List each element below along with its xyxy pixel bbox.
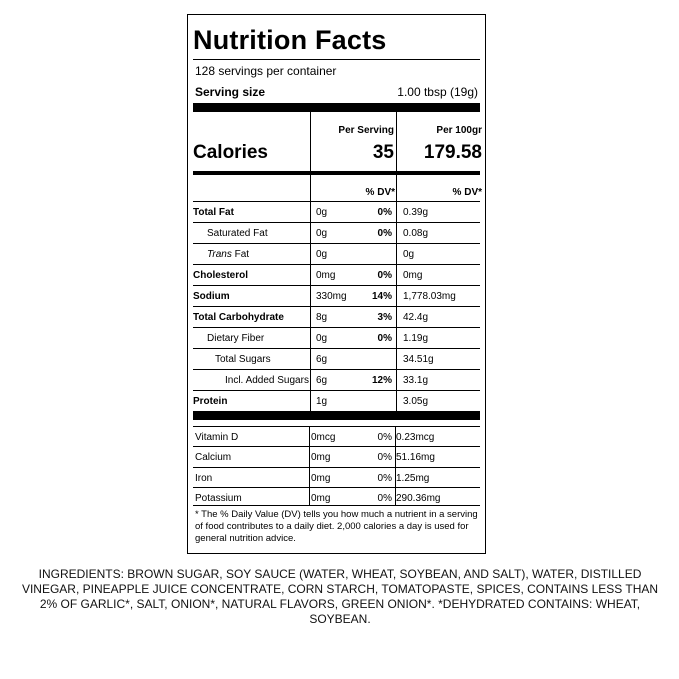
calories-per-serving: 35	[372, 142, 394, 163]
nutrient-per-100g: 42.4g	[403, 312, 429, 323]
nutrient-per-serving: 0g	[316, 249, 328, 260]
nutrient-per-serving: 8g	[316, 312, 328, 323]
nutrient-per-serving: 0g	[316, 228, 328, 239]
servings-per-container: 128 servings per container	[195, 64, 337, 78]
vitamin-row: Calcium 0mg 0% 51.16mg	[193, 446, 480, 466]
nutrient-dv: 3%	[377, 312, 392, 323]
divider	[193, 505, 480, 506]
serving-size-value: 1.00 tbsp (19g)	[397, 85, 478, 99]
nutrient-per-100g: 33.1g	[403, 375, 429, 386]
nutrient-name: Total Carbohydrate	[193, 312, 284, 323]
nutrient-per-100g: 0g	[403, 249, 415, 260]
thick-divider	[193, 103, 480, 112]
nutrient-name-italic: Trans	[207, 249, 232, 260]
nutrient-name: Saturated Fat	[207, 228, 268, 239]
vitamin-per-serving: 0mg	[311, 493, 331, 504]
ingredients-text: INGREDIENTS: BROWN SUGAR, SOY SAUCE (WAT…	[21, 567, 659, 626]
column-divider	[395, 426, 396, 506]
nutrient-row: Total Carbohydrate 8g 3% 42.4g	[193, 306, 480, 327]
vitamin-name: Potassium	[195, 493, 242, 504]
nutrient-name-suffix: Fat	[231, 249, 250, 260]
column-divider	[396, 112, 397, 412]
vitamin-dv: 0%	[377, 493, 392, 504]
nutrient-per-100g: 34.51g	[403, 354, 434, 365]
nutrient-name: Trans Fat	[207, 249, 249, 260]
nutrient-per-serving: 0mg	[316, 270, 336, 281]
nutrient-name: Incl. Added Sugars	[225, 375, 309, 386]
nutrient-per-100g: 1,778.03mg	[403, 291, 456, 302]
nutrient-row: Total Fat 0g 0% 0.39g	[193, 201, 480, 222]
nutrient-row: Total Sugars 6g 34.51g	[193, 348, 480, 369]
nutrient-per-serving: 0g	[316, 333, 328, 344]
serving-size-label: Serving size	[195, 85, 266, 99]
medium-divider	[193, 171, 480, 175]
nutrient-row: Sodium 330mg 14% 1,778.03mg	[193, 285, 480, 306]
nutrient-name: Total Sugars	[215, 354, 271, 365]
nutrient-dv: 0%	[377, 270, 392, 281]
nutrient-dv: 0%	[377, 333, 392, 344]
nutrient-name: Total Fat	[193, 207, 234, 218]
nutrient-dv: 0%	[377, 228, 392, 239]
nutrient-per-serving: 6g	[316, 375, 328, 386]
nutrient-dv: 12%	[371, 375, 392, 386]
nutrient-row: Cholesterol 0mg 0% 0mg	[193, 264, 480, 285]
nutrition-label: Nutrition Facts 128 servings per contain…	[187, 14, 486, 554]
label-title: Nutrition Facts	[193, 25, 387, 55]
vitamin-dv: 0%	[377, 452, 392, 463]
vitamin-row: Potassium 0mg 0% 290.36mg	[193, 487, 480, 507]
nutrient-per-serving: 1g	[316, 396, 328, 407]
nutrient-per-serving: 0g	[316, 207, 328, 218]
vitamin-name: Vitamin D	[195, 432, 239, 443]
vitamin-per-serving: 0mg	[311, 452, 331, 463]
vitamin-name: Calcium	[195, 452, 232, 463]
nutrient-row: Saturated Fat 0g 0% 0.08g	[193, 222, 480, 243]
calories-label: Calories	[193, 142, 268, 163]
nutrient-per-100g: 1.19g	[403, 333, 429, 344]
calories-per-100g: 179.58	[423, 142, 482, 163]
nutrient-per-100g: 0.08g	[403, 228, 429, 239]
nutrient-name: Protein	[193, 396, 228, 407]
vitamin-per-100g: 1.25mg	[396, 473, 430, 484]
vitamin-per-serving: 0mcg	[311, 432, 336, 443]
nutrient-dv: 0%	[377, 207, 392, 218]
nutrient-row: Incl. Added Sugars 6g 12% 33.1g	[193, 369, 480, 390]
per-serving-header: Per Serving	[338, 125, 394, 136]
nutrient-row: Trans Fat 0g 0g	[193, 243, 480, 264]
column-divider	[310, 112, 311, 412]
vitamin-name: Iron	[195, 473, 213, 484]
nutrient-per-100g: 3.05g	[403, 396, 429, 407]
dv-header-serving: % DV*	[365, 187, 395, 198]
vitamin-per-100g: 290.36mg	[396, 493, 441, 504]
column-divider	[309, 426, 310, 506]
nutrient-name: Dietary Fiber	[207, 333, 265, 344]
dv-footnote: * The % Daily Value (DV) tells you how m…	[195, 509, 478, 544]
nutrient-per-100g: 0mg	[403, 270, 423, 281]
nutrient-dv: 14%	[371, 291, 392, 302]
nutrient-row: Dietary Fiber 0g 0% 1.19g	[193, 327, 480, 348]
vitamin-per-100g: 0.23mcg	[396, 432, 435, 443]
nutrient-per-serving: 6g	[316, 354, 328, 365]
nutrient-name: Cholesterol	[193, 270, 249, 281]
vitamin-per-serving: 0mg	[311, 473, 331, 484]
nutrient-per-100g: 0.39g	[403, 207, 429, 218]
vitamin-per-100g: 51.16mg	[396, 452, 435, 463]
divider	[193, 59, 480, 60]
vitamin-row: Vitamin D 0mcg 0% 0.23mcg	[193, 426, 480, 446]
vitamin-dv: 0%	[377, 432, 392, 443]
dv-header-100g: % DV*	[452, 187, 482, 198]
nutrient-name: Sodium	[193, 291, 230, 302]
thick-divider	[193, 411, 480, 420]
vitamin-row: Iron 0mg 0% 1.25mg	[193, 467, 480, 487]
per-100g-header: Per 100gr	[436, 125, 482, 136]
nutrient-per-serving: 330mg	[316, 291, 347, 302]
nutrient-row: Protein 1g 3.05g	[193, 390, 480, 411]
vitamin-dv: 0%	[377, 473, 392, 484]
